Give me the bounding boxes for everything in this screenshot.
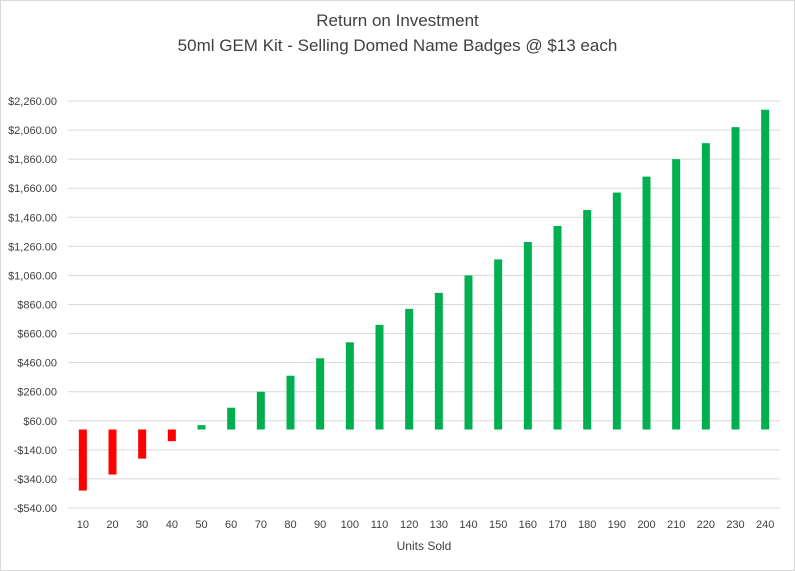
y-tick-label: $2,060.00 xyxy=(8,125,57,137)
x-tick-label: 210 xyxy=(667,519,685,531)
y-tick-label: $1,260.00 xyxy=(8,241,57,253)
grid-lines xyxy=(68,100,780,509)
x-tick-label: 100 xyxy=(341,519,359,531)
bar-90 xyxy=(316,358,325,430)
x-tick-label: 80 xyxy=(284,519,296,531)
y-tick-label: $1,860.00 xyxy=(8,154,57,166)
bar-120 xyxy=(405,308,414,430)
bar-240 xyxy=(761,109,770,430)
bar-50 xyxy=(197,425,206,430)
x-tick-labels: 10 20 30 40 50 60 70 80 90 100 110 120 130 140 150 160 1… xyxy=(77,519,775,531)
x-axis-label: Units Sold xyxy=(397,539,452,553)
x-tick-label: 120 xyxy=(400,519,418,531)
x-tick-label: 130 xyxy=(430,519,448,531)
y-tick-label: -$540.00 xyxy=(14,503,57,515)
y-tick-label: $1,460.00 xyxy=(8,212,57,224)
x-tick-label: 150 xyxy=(489,519,507,531)
y-tick-label: $860.00 xyxy=(17,300,57,312)
y-tick-label: $2,260.00 xyxy=(8,96,57,108)
chart-title: Return on Investment xyxy=(316,11,479,30)
x-tick-label: 190 xyxy=(608,519,626,531)
bar-30 xyxy=(138,429,147,459)
bar-200 xyxy=(642,176,651,430)
bar-210 xyxy=(672,159,681,430)
bar-230 xyxy=(731,127,740,430)
bars xyxy=(78,109,770,491)
bar-60 xyxy=(227,407,236,430)
bar-150 xyxy=(494,259,503,430)
bar-140 xyxy=(464,275,473,430)
bar-170 xyxy=(553,226,562,430)
x-tick-label: 110 xyxy=(371,519,389,531)
x-tick-label: 240 xyxy=(756,519,774,531)
bar-160 xyxy=(523,241,532,430)
x-tick-label: 170 xyxy=(548,519,566,531)
y-tick-labels: -$540.00 -$340.00 -$140.00 $60.00 $260.00 $46… xyxy=(8,96,57,515)
bar-70 xyxy=(256,391,265,430)
bar-10 xyxy=(78,429,87,491)
x-tick-label: 50 xyxy=(195,519,207,531)
bar-220 xyxy=(701,143,710,430)
bar-130 xyxy=(434,292,443,430)
y-tick-label: $60.00 xyxy=(23,416,57,428)
x-tick-label: 30 xyxy=(136,519,148,531)
x-tick-label: 180 xyxy=(578,519,596,531)
bar-110 xyxy=(375,324,384,430)
x-tick-label: 20 xyxy=(106,519,118,531)
x-tick-label: 90 xyxy=(314,519,326,531)
x-tick-label: 230 xyxy=(726,519,744,531)
x-tick-label: 200 xyxy=(637,519,655,531)
bar-40 xyxy=(167,429,176,442)
y-tick-label: $660.00 xyxy=(17,329,57,341)
bar-190 xyxy=(612,192,621,430)
x-tick-label: 160 xyxy=(519,519,537,531)
y-tick-label: -$340.00 xyxy=(14,474,57,486)
x-tick-label: 40 xyxy=(166,519,178,531)
chart-subtitle: 50ml GEM Kit - Selling Domed Name Badges… xyxy=(177,36,618,55)
y-tick-label: $1,660.00 xyxy=(8,183,57,195)
x-tick-label: 10 xyxy=(77,519,89,531)
y-tick-label: $260.00 xyxy=(17,387,57,399)
x-tick-label: 140 xyxy=(459,519,477,531)
bar-100 xyxy=(345,342,354,430)
y-tick-label: $1,060.00 xyxy=(8,270,57,282)
x-tick-label: 60 xyxy=(225,519,237,531)
bar-20 xyxy=(108,429,117,475)
x-tick-label: 70 xyxy=(255,519,267,531)
y-tick-label: $460.00 xyxy=(17,358,57,370)
x-tick-label: 220 xyxy=(697,519,715,531)
bar-180 xyxy=(583,210,592,430)
bar-80 xyxy=(286,375,295,430)
y-tick-label: -$140.00 xyxy=(14,445,57,457)
